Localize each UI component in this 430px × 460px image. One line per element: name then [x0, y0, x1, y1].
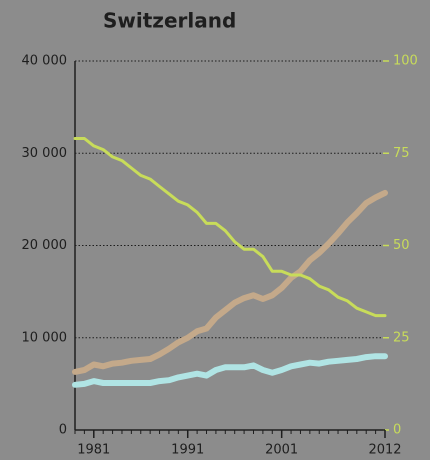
chart-title: Switzerland	[103, 9, 236, 33]
y-tick-label: 20 000	[22, 238, 68, 253]
y-tick-label: 40 000	[22, 54, 68, 69]
y2-tick-label: 25	[393, 330, 410, 345]
series-line	[72, 353, 388, 388]
y2-tick-label: 0	[393, 423, 401, 438]
y2-tick-label: 100	[393, 54, 418, 69]
x-tick-label: 2012	[368, 443, 401, 458]
x-tick-label: 1991	[171, 443, 204, 458]
y-tick-label: 0	[59, 423, 67, 438]
y2-tick-label: 75	[393, 146, 410, 161]
x-tick-label: 1981	[77, 443, 110, 458]
y-tick-label: 10 000	[22, 330, 68, 345]
x-tick-label: 2001	[265, 443, 298, 458]
y2-tick-label: 50	[393, 238, 410, 253]
series-line	[73, 137, 387, 318]
series-line	[72, 189, 388, 375]
y-tick-label: 30 000	[22, 146, 68, 161]
